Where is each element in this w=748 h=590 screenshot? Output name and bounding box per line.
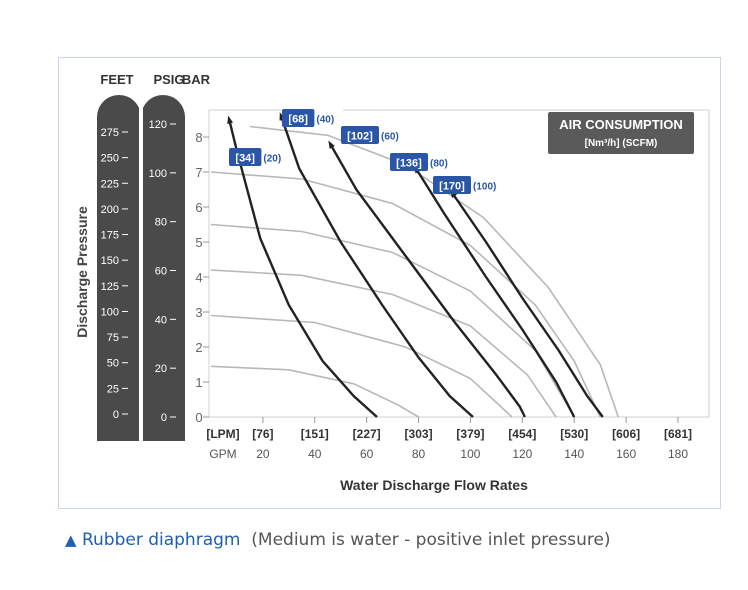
chart-frame: [34] (20) [68] (40) [102] (60) [136] (80) [170] (… xyxy=(58,57,721,509)
x-lpm-label: [LPM] xyxy=(206,427,239,441)
psig-tick: 80 xyxy=(155,217,167,229)
air-consumption-curve xyxy=(328,140,526,418)
feet-tick: 250 xyxy=(101,153,119,165)
feet-tick: 50 xyxy=(107,358,119,370)
feet-column-base xyxy=(97,408,141,441)
bar-tick: 1 xyxy=(195,375,202,390)
x-lpm-label: [227] xyxy=(353,427,381,441)
air-label-badge xyxy=(341,126,379,144)
psig-tick: 100 xyxy=(149,168,167,180)
x-lpm-label: [303] xyxy=(405,427,433,441)
feet-tick: 100 xyxy=(101,306,119,318)
air-label-nm: [136] xyxy=(396,158,422,170)
x-gpm-label: 100 xyxy=(460,447,480,461)
pump-curve-chart: [34] (20) [68] (40) [102] (60) [136] (80) [170] (… xyxy=(74,72,710,493)
x-lpm-label: [681] xyxy=(664,427,692,441)
x-axis-title: Water Discharge Flow Rates xyxy=(340,477,528,493)
unit-header: FEET xyxy=(100,72,133,87)
x-lpm-label: [454] xyxy=(508,427,536,441)
unit-header: PSIG xyxy=(153,72,184,87)
feet-tick: 275 xyxy=(101,127,119,139)
air-label-scfm: (20) xyxy=(263,154,281,165)
x-gpm-label: 60 xyxy=(360,447,374,461)
pressure-curve xyxy=(210,314,513,418)
air-label-nm: [34] xyxy=(235,153,255,165)
feet-tick: 0 xyxy=(113,409,119,421)
pressure-curve xyxy=(210,171,601,418)
air-label-badge xyxy=(390,153,428,171)
pressure-curve xyxy=(210,365,420,418)
bar-tick: 2 xyxy=(195,340,202,355)
x-lpm-label: [151] xyxy=(301,427,329,441)
x-lpm-label: [606] xyxy=(612,427,640,441)
feet-tick: 125 xyxy=(101,281,119,293)
legend-box xyxy=(548,112,694,154)
air-label-badge xyxy=(229,148,262,166)
triangle-icon: ▲ xyxy=(65,531,77,549)
y-axis-title: Discharge Pressure xyxy=(74,206,90,338)
air-consumption-curve xyxy=(450,189,604,418)
x-lpm-label: [76] xyxy=(252,427,273,441)
psig-tick: 0 xyxy=(161,412,167,424)
x-lpm-label: [530] xyxy=(560,427,588,441)
feet-tick: 25 xyxy=(107,383,119,395)
air-label-scfm: (100) xyxy=(473,182,496,193)
legend-subtitle: [Nm³/h] (SCFM) xyxy=(585,138,658,149)
x-gpm-label: 140 xyxy=(564,447,584,461)
psig-tick: 120 xyxy=(149,119,167,131)
air-label-scfm: (60) xyxy=(381,132,399,143)
feet-tick: 200 xyxy=(101,204,119,216)
pressure-curve xyxy=(249,125,620,418)
pressure-curve xyxy=(210,269,557,418)
air-label-nm: [102] xyxy=(347,131,373,143)
air-label-nm: [68] xyxy=(288,114,308,126)
bar-tick: 3 xyxy=(195,305,202,320)
x-gpm-label: 80 xyxy=(412,447,426,461)
feet-tick: 175 xyxy=(101,230,119,242)
air-consumption-curve xyxy=(279,112,474,418)
caption-main: Rubber diaphragm xyxy=(81,530,241,550)
psig-tick: 60 xyxy=(155,266,167,278)
bar-tick: 0 xyxy=(195,410,202,425)
x-gpm-label: 160 xyxy=(616,447,636,461)
x-gpm-label: GPM xyxy=(209,447,236,461)
x-gpm-label: 40 xyxy=(308,447,322,461)
unit-header: BAR xyxy=(182,72,211,87)
plot-area-border xyxy=(208,109,710,418)
air-label-scfm: (80) xyxy=(430,159,448,170)
bar-tick: 8 xyxy=(195,130,202,145)
caption-note: (Medium is water - positive inlet pressu… xyxy=(251,530,611,550)
bar-tick: 4 xyxy=(195,270,202,285)
legend-title: AIR CONSUMPTION xyxy=(559,117,683,132)
x-gpm-label: 180 xyxy=(668,447,688,461)
psig-tick: 20 xyxy=(155,363,167,375)
x-gpm-label: 120 xyxy=(512,447,532,461)
air-label-scfm: (40) xyxy=(316,115,334,126)
air-label-badge xyxy=(282,109,315,127)
chart-caption: ▲ Rubber diaphragm (Medium is water - po… xyxy=(65,530,611,550)
psig-tick: 40 xyxy=(155,314,167,326)
bar-tick: 5 xyxy=(195,235,202,250)
x-lpm-label: [379] xyxy=(456,427,484,441)
air-label-nm: [170] xyxy=(439,181,465,193)
bar-tick: 7 xyxy=(195,165,202,180)
x-gpm-label: 20 xyxy=(256,447,270,461)
feet-column xyxy=(97,95,141,441)
bar-tick: 6 xyxy=(195,200,202,215)
air-label-badge xyxy=(433,176,471,194)
feet-tick: 225 xyxy=(101,178,119,190)
column-gap xyxy=(139,108,143,441)
feet-tick: 150 xyxy=(101,255,119,267)
air-consumption-curve xyxy=(413,165,576,418)
psig-column xyxy=(141,95,185,441)
psig-column-base xyxy=(141,408,185,441)
feet-tick: 75 xyxy=(107,332,119,344)
